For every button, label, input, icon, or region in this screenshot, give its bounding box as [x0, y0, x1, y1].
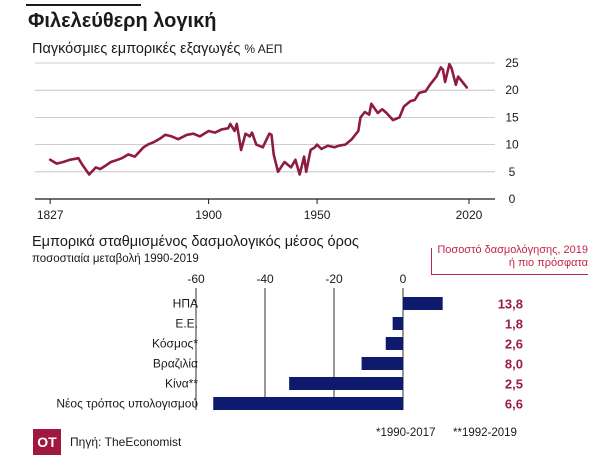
line-chart-subtitle: Παγκόσμιες εμπορικές εξαγωγές % ΑΕΠ [32, 41, 283, 57]
bar-category-label: Κίνα** [165, 377, 198, 391]
y-tick-label: 10 [505, 138, 519, 152]
bar-category-label: Νέος τρόπος υπολογισμού [56, 397, 198, 411]
tariff-rate-label: 1,8 [505, 317, 523, 332]
bar [213, 397, 403, 410]
bar [403, 297, 443, 310]
footnote-2: **1992-2019 [453, 427, 517, 439]
bar-x-tick-label: -40 [256, 272, 274, 286]
rate-legend-label: Ποσοστό δασμολόγησης, 2019 ή πιο πρόσφατ… [437, 244, 588, 269]
footnote-1: *1990-2017 [376, 427, 436, 439]
bar-category-label: Βραζιλία [153, 357, 198, 371]
ot-logo: ΟΤ [33, 429, 61, 455]
tariff-rate-label: 2,6 [505, 337, 523, 352]
y-tick-label: 25 [505, 56, 519, 70]
bar [289, 377, 403, 390]
x-tick-label: 2020 [456, 208, 483, 222]
x-tick-label: 1950 [304, 208, 331, 222]
bar-category-label: Ε.Ε. [175, 317, 198, 331]
rate-legend: Ποσοστό δασμολόγησης, 2019 ή πιο πρόσφατ… [431, 244, 588, 275]
line-chart-unit: % ΑΕΠ [244, 42, 283, 56]
y-tick-label: 15 [505, 110, 519, 124]
bar [385, 337, 403, 350]
line-chart: 25 20 15 10 5 0 1827 1900 1950 2020 [35, 56, 519, 222]
tariff-rate-label: 2,5 [505, 377, 523, 392]
y-tick-label: 0 [509, 192, 516, 206]
tariff-rate-label: 8,0 [505, 357, 523, 372]
tariff-rate-label: 6,6 [505, 397, 523, 412]
bar-x-tick-label: -60 [187, 272, 205, 286]
bar-category-label: Κόσμος* [152, 337, 198, 351]
bar-x-tick-label: -20 [325, 272, 343, 286]
bar [392, 317, 403, 330]
bar-chart-subtitle: Εμπορικά σταθμισμένος δασμολογικός μέσος… [32, 234, 359, 250]
export-share-line [48, 62, 469, 176]
bar-x-tick-label: 0 [400, 272, 407, 286]
rate-legend-left-rule [431, 248, 432, 274]
bar-chart-subtitle-2: ποσοστιαία μεταβολή 1990-2019 [32, 253, 199, 265]
page-title: Φιλελεύθερη λογική [28, 10, 217, 32]
y-tick-label: 5 [509, 165, 516, 179]
tariff-rate-label: 13,8 [498, 297, 523, 312]
bar-category-label: ΗΠΑ [173, 297, 198, 311]
y-tick-label: 20 [505, 83, 519, 97]
x-tick-label: 1827 [37, 208, 64, 222]
bar [361, 357, 403, 370]
top-rule [26, 4, 141, 6]
rate-legend-bottom-rule [431, 274, 588, 275]
x-tick-label: 1900 [195, 208, 222, 222]
source-note: Πηγή: TheEconomist [70, 435, 182, 449]
